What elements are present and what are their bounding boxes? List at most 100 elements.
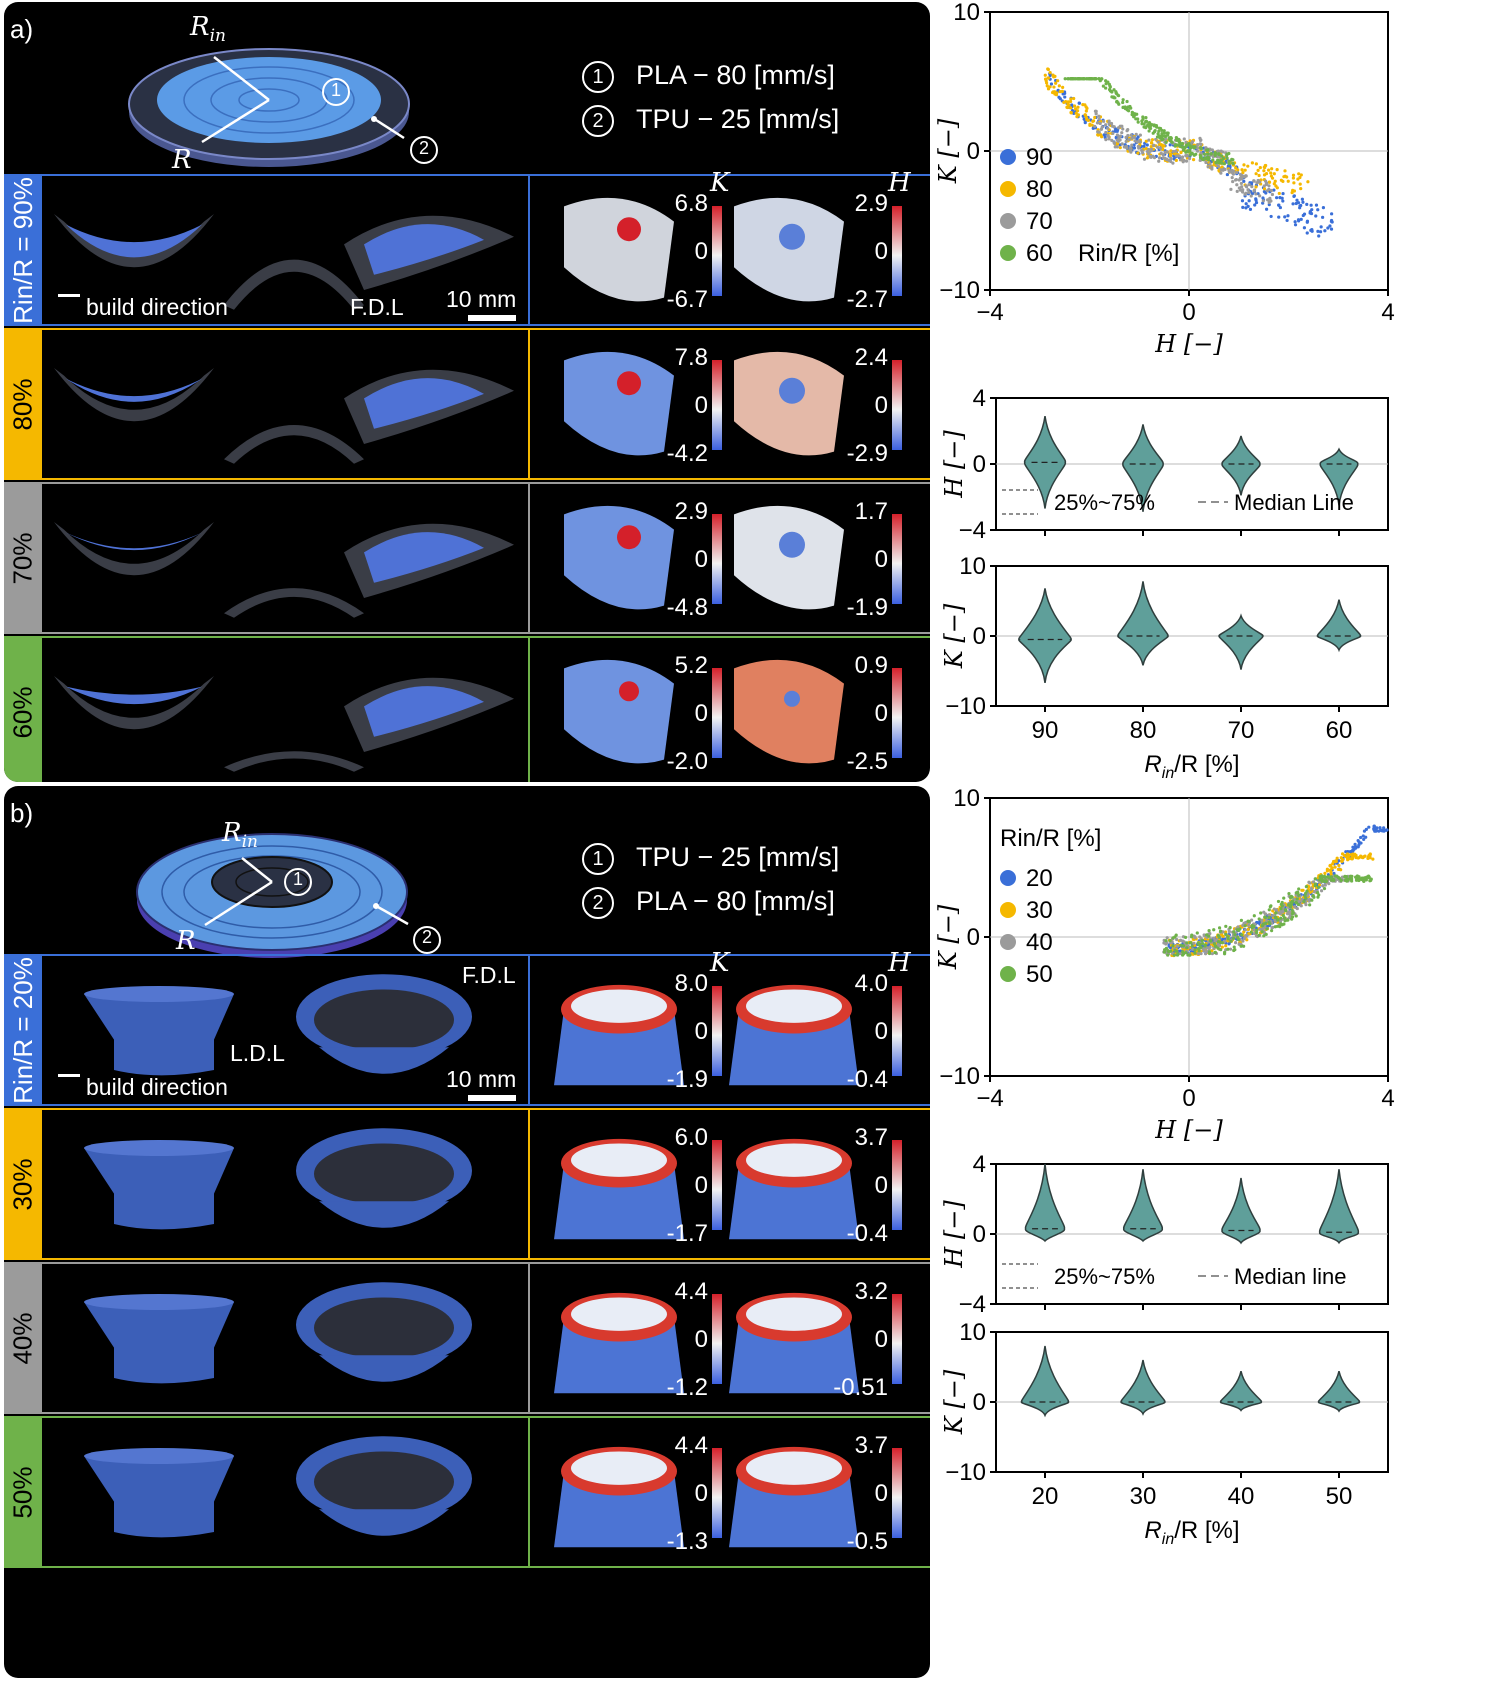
scatter-point [1291,911,1295,915]
ratio-tag: 60% [4,638,42,782]
scatter-point [1371,857,1375,861]
scatter-point [1138,133,1142,137]
y-tick-label: 0 [967,138,980,165]
scatter-point [1305,889,1309,893]
violin-shape [1123,1169,1163,1243]
scatter-point [1238,927,1242,931]
scatter-point [1220,158,1224,162]
scatter-point [1120,142,1124,146]
scatter-point [1292,194,1296,198]
colorbar-value: -2.0 [666,748,708,775]
scatter-point [1270,167,1274,171]
ratio-tag-label: 30% [7,1157,38,1211]
scatter-point [1287,891,1291,896]
scatter-point [1157,142,1162,147]
h-colorbar-title: H [888,948,911,978]
scatter-point [1335,856,1339,860]
scatter-point [1196,149,1200,153]
scatter-point [1095,121,1100,125]
scatter-point [1316,885,1321,889]
scatter-point [1295,906,1299,911]
scatter-point [1356,845,1360,849]
scatter-plot: −4 0 4 −10 0 10 H [−] K [−] Rin/R [%] 20 30 40 50 [934,785,1395,1144]
scatter-point [1054,93,1059,97]
curvature-maps [564,351,844,456]
scatter-point [1214,161,1218,165]
sample-photos [54,214,514,310]
scatter-point [1247,919,1251,924]
scatter-point [1213,153,1217,158]
scatter-point [1179,943,1183,947]
scatter-point [1197,943,1201,947]
scatter-point [1244,934,1248,938]
violin-shape [1319,447,1359,506]
scatter-point [1249,194,1253,198]
scatter-point [1104,130,1108,135]
scatter-point [1296,902,1301,907]
scatter-point [1305,202,1309,207]
scatter-point [1233,948,1237,952]
scatter-point [1110,90,1114,94]
scatter-point [1121,100,1125,105]
violin-shape [1318,1169,1360,1245]
scatter-point [1145,143,1149,147]
scatter-point [1180,141,1185,146]
scatter-point [1197,949,1201,953]
scatter-point [1171,161,1175,165]
scatter-point [1160,137,1164,142]
ratio-tag-label: Rin/R = 20% [7,956,38,1104]
scatter-point [1241,939,1245,943]
scatter-point [1231,158,1235,162]
scatter-point [1342,853,1346,857]
colorbar-zero: 0 [694,1018,708,1045]
y-axis-label: K [−] [940,1369,968,1435]
scatter-point [1125,99,1129,104]
scale-bar: 10 mm [446,286,516,321]
scatter-point [1224,932,1228,936]
scatter-point [1359,835,1363,840]
scatter-point [1066,77,1070,81]
scatter-point [1142,144,1146,148]
scatter-point [1318,878,1322,882]
scatter-point [1254,162,1258,166]
legend-marker [1000,181,1016,197]
scatter-point [1048,71,1052,75]
scatter-point [1272,172,1276,176]
scatter-point [1173,948,1177,952]
scatter-point [1269,214,1273,219]
scatter-point [1325,867,1329,871]
scatter-point [1141,117,1145,121]
violin-shape [1018,588,1072,683]
scatter-point [1216,946,1220,950]
x-tick-label: −4 [976,299,1003,326]
sample-row: 60% 5.2 -2.0 0 0.9 -2.5 0 [4,636,930,782]
row-divider [528,956,530,1104]
scatter-point [1174,143,1178,147]
scatter-point [1155,145,1160,149]
scatter-point [1067,103,1071,107]
x-tick-label: 0 [1182,1085,1195,1112]
scatter-point [1330,212,1334,216]
k-colorbar-title: K [710,168,730,198]
colorbar-zero: 0 [694,1480,708,1507]
violin-plot: 20 30 40 50 −10 0 10 K [−] Rin/R [%] [940,1319,1389,1548]
scatter-point [1141,151,1145,155]
scatter-point [1102,119,1106,123]
scatter-point [1246,188,1250,192]
scatter-point [1198,142,1202,146]
scatter-point [1330,875,1334,879]
scatter-point [1234,166,1238,170]
scatter-point [1275,167,1279,172]
colorbar-value: 6.8 [674,190,708,217]
scatter-point [1101,84,1105,88]
schematic-one-label: 1 [293,869,304,889]
scatter-point [1115,145,1119,149]
scatter-point [1318,230,1323,234]
scatter-point [1235,189,1239,193]
colorbar-value: 5.2 [674,652,708,679]
scatter-point [1206,155,1210,160]
scatter-point [1168,152,1173,156]
scatter-point [1323,871,1327,875]
scatter-point [1275,186,1279,190]
scatter-point [1305,231,1309,235]
